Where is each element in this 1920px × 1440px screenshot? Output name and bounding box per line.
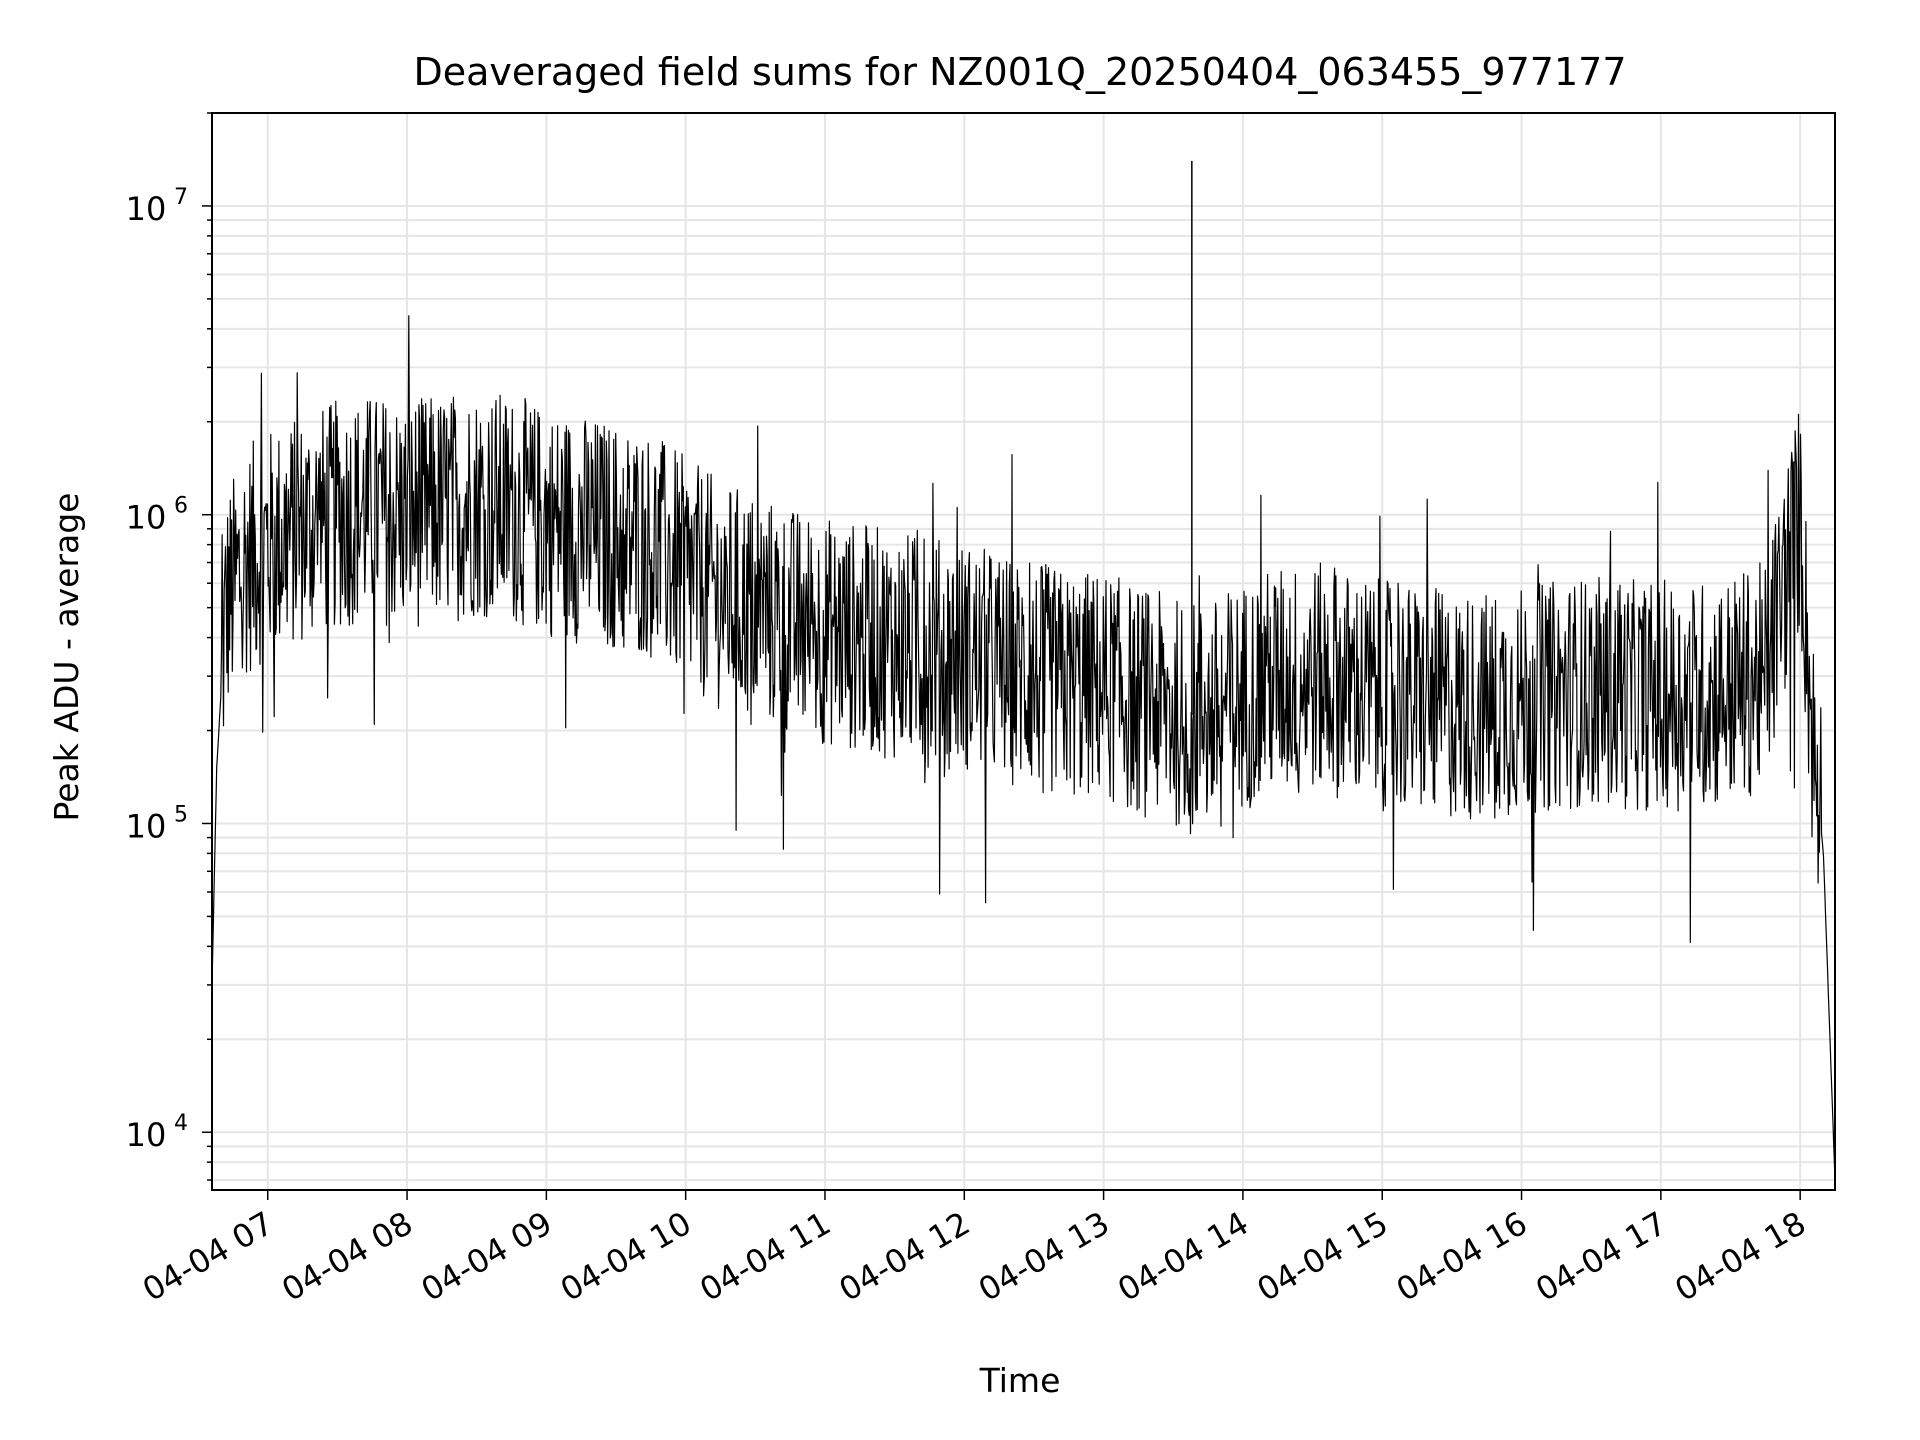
y-axis-label: Peak ADU - average [47, 493, 86, 822]
y-tick-exponent: 6 [174, 494, 188, 519]
grid [212, 112, 1835, 1190]
chart-title: Deaveraged field sums for NZ001Q_2025040… [413, 50, 1626, 94]
y-tick-label: 10 [126, 190, 167, 228]
y-tick-exponent: 7 [174, 185, 188, 210]
plot-frame [211, 112, 1836, 1191]
y-tick-exponent: 4 [174, 1111, 188, 1136]
y-tick-label: 10 [126, 499, 167, 537]
y-tick-exponent: 5 [174, 802, 188, 827]
x-axis-label: Time [979, 1361, 1061, 1400]
y-tick-label: 10 [126, 807, 167, 845]
y-tick-label: 10 [126, 1116, 167, 1154]
y-axis: 10 4 10 5 10 6 10 7 [126, 112, 212, 1181]
series-layer [211, 160, 1836, 1181]
series-line [211, 315, 1836, 1181]
